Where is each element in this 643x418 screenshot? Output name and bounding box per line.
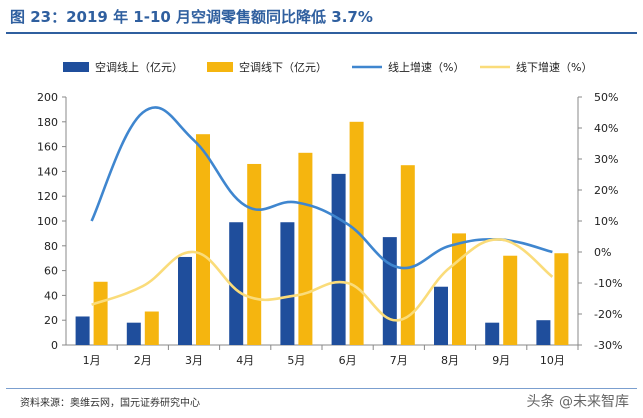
x-tick-label: 7月	[390, 354, 408, 367]
bar-online	[382, 237, 397, 345]
left-tick-label: 120	[37, 190, 58, 203]
bar-online	[434, 286, 448, 345]
bar-online	[280, 222, 295, 345]
legend-online-bar-swatch	[63, 62, 89, 72]
line-online-growth	[90, 106, 553, 270]
right-tick-label: 40%	[594, 122, 618, 135]
x-tick-label: 1月	[83, 354, 101, 367]
bar-offline	[144, 311, 159, 345]
bar-offline	[452, 233, 466, 345]
left-axis: 0 20 40 60 80 100 120 140 160 180 200	[37, 91, 67, 352]
bar-online	[331, 173, 346, 345]
bar-offline	[247, 163, 262, 345]
bar-online	[485, 322, 500, 345]
right-tick-label: 10%	[594, 215, 618, 228]
right-tick-label: 30%	[594, 153, 618, 166]
legend-offline-line-label: 线下增速（%）	[516, 60, 592, 74]
x-tick-label: 3月	[185, 354, 203, 367]
bars	[75, 121, 569, 345]
left-tick-label: 200	[37, 91, 58, 104]
right-tick-label: -30%	[594, 339, 622, 352]
bar-online	[536, 320, 551, 345]
x-tick-label: 10月	[540, 354, 565, 367]
left-tick-label: 20	[44, 314, 58, 327]
legend-offline-bar-swatch	[207, 62, 233, 72]
bar-offline	[554, 253, 569, 345]
x-tick-label: 2月	[134, 354, 152, 367]
legend: 空调线上（亿元） 空调线下（亿元） 线上增速（%） 线下增速（%）	[63, 60, 592, 74]
watermark: 头条 @未来智库	[522, 390, 633, 412]
right-tick-label: -20%	[594, 308, 622, 321]
left-tick-label: 0	[51, 339, 58, 352]
right-tick-label: 20%	[594, 184, 618, 197]
left-tick-label: 160	[37, 141, 58, 154]
bar-offline	[400, 165, 415, 345]
x-axis: 1月 2月 3月 4月 5月 6月 7月 8月 9月 10月	[66, 344, 579, 367]
bar-online	[126, 322, 141, 345]
bar-online	[75, 316, 90, 345]
bar-online	[229, 222, 244, 345]
bar-offline	[503, 255, 518, 345]
chart-title: 图 23：2019 年 1-10 月空调零售额同比降低 3.7%	[10, 8, 373, 26]
source-note: 资料来源：奥维云网，国元证券研究中心	[20, 398, 200, 409]
bar-offline	[349, 121, 364, 345]
bar-offline	[93, 281, 108, 345]
legend-online-bar-label: 空调线上（亿元）	[95, 60, 183, 74]
line-offline-growth	[91, 238, 554, 322]
x-tick-label: 9月	[492, 354, 510, 367]
right-tick-label: 0%	[594, 246, 611, 259]
left-tick-label: 100	[37, 215, 58, 228]
bar-online	[178, 256, 192, 345]
x-tick-label: 5月	[287, 354, 305, 367]
right-tick-label: 50%	[594, 91, 618, 104]
title-rule	[6, 32, 637, 34]
lines	[90, 106, 554, 322]
right-axis: -30% -20% -10% 0% 10% 20% 30% 40% 50%	[577, 91, 622, 352]
legend-online-line-label: 线上增速（%）	[388, 60, 464, 74]
left-tick-label: 140	[37, 165, 58, 178]
x-tick-label: 6月	[339, 354, 357, 367]
left-tick-label: 180	[37, 116, 58, 129]
bar-offline	[196, 134, 210, 345]
bar-offline	[298, 152, 313, 345]
left-tick-label: 80	[44, 240, 58, 253]
x-tick-label: 8月	[441, 354, 459, 367]
left-tick-label: 40	[44, 289, 58, 302]
bottom-rule	[6, 388, 637, 389]
x-tick-label: 4月	[236, 354, 254, 367]
left-tick-label: 60	[44, 265, 58, 278]
right-tick-label: -10%	[594, 277, 622, 290]
legend-offline-bar-label: 空调线下（亿元）	[239, 60, 327, 74]
